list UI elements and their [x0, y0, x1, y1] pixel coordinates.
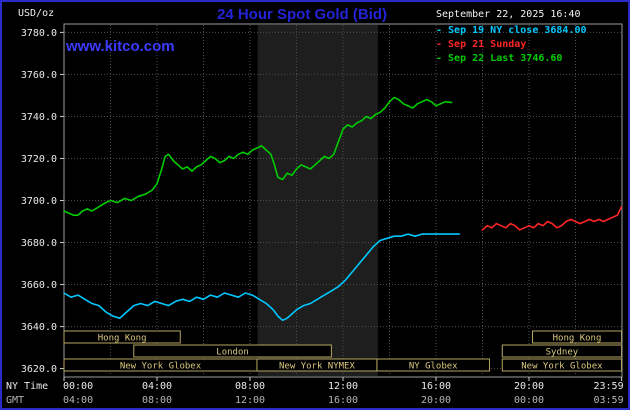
session-label: Sydney: [546, 348, 579, 358]
y-tick-label: 3640.0: [21, 322, 57, 333]
series-line-sep-22-last: [63, 96, 453, 216]
x-tick-label-gmt: 04:00: [63, 395, 93, 406]
legend-item: - Sep 19 NY close 3684.00: [436, 25, 587, 36]
x-tick-label-gmt: 03:59: [593, 395, 623, 406]
y-tick-label: 3720.0: [21, 154, 57, 165]
session-box: [501, 358, 623, 372]
session-box: [376, 358, 490, 372]
kitco-site-link[interactable]: www.kitco.com: [66, 38, 175, 55]
session-label: New York Globex: [120, 362, 202, 372]
page-title: 24 Hour Spot Gold (Bid): [217, 6, 387, 23]
x-tick-label-nytime: 12:00: [328, 381, 358, 392]
x-tick-label-nytime: 04:00: [142, 381, 172, 392]
session-label: Hong Kong: [98, 334, 147, 344]
legend: - Sep 19 NY close 3684.00 - Sep 21 Sunday…: [436, 24, 587, 66]
datetime-label: September 22, 2025 16:40: [436, 9, 581, 20]
y-tick-label: 3700.0: [21, 196, 57, 207]
x-tick-label-gmt: 20:00: [421, 395, 451, 406]
x-tick-label-gmt: 12:00: [235, 395, 265, 406]
x-axis-label-gmt: GMT: [6, 395, 24, 406]
session-box: [531, 330, 623, 344]
series-line-sep-21-sunday: [481, 206, 623, 231]
unit-label: USD/oz: [18, 8, 55, 19]
y-tick-label: 3620.0: [21, 364, 57, 375]
legend-item: - Sep 21 Sunday: [436, 39, 527, 50]
x-tick-label-gmt: 00:00: [514, 395, 544, 406]
series-line-sep-19-ny-close: [63, 233, 461, 322]
x-tick-label-nytime: 00:00: [63, 381, 93, 392]
session-box: [133, 344, 332, 358]
x-tick-label-nytime: 23:59: [593, 381, 623, 392]
session-label: Hong Kong: [553, 334, 602, 344]
session-label: London: [216, 348, 249, 358]
y-tick-label: 3680.0: [21, 238, 57, 249]
session-label: NY Globex: [409, 362, 458, 372]
x-tick-label-nytime: 08:00: [235, 381, 265, 392]
y-tick-label: 3760.0: [21, 70, 57, 81]
x-tick-label-gmt: 08:00: [142, 395, 172, 406]
y-tick-label: 3660.0: [21, 280, 57, 291]
session-box: [63, 330, 181, 344]
x-tick-label-gmt: 16:00: [328, 395, 358, 406]
session-label: New York Globex: [521, 362, 603, 372]
y-tick-label: 3740.0: [21, 112, 57, 123]
x-tick-label-nytime: 16:00: [421, 381, 451, 392]
session-box: [501, 344, 623, 358]
legend-item: - Sep 22 Last 3746.60: [436, 53, 563, 64]
x-tick-label-nytime: 20:00: [514, 381, 544, 392]
session-label: New York NYMEX: [279, 362, 355, 372]
x-axis-label-nytime: NY Time: [6, 381, 48, 392]
y-tick-label: 3780.0: [21, 28, 57, 39]
